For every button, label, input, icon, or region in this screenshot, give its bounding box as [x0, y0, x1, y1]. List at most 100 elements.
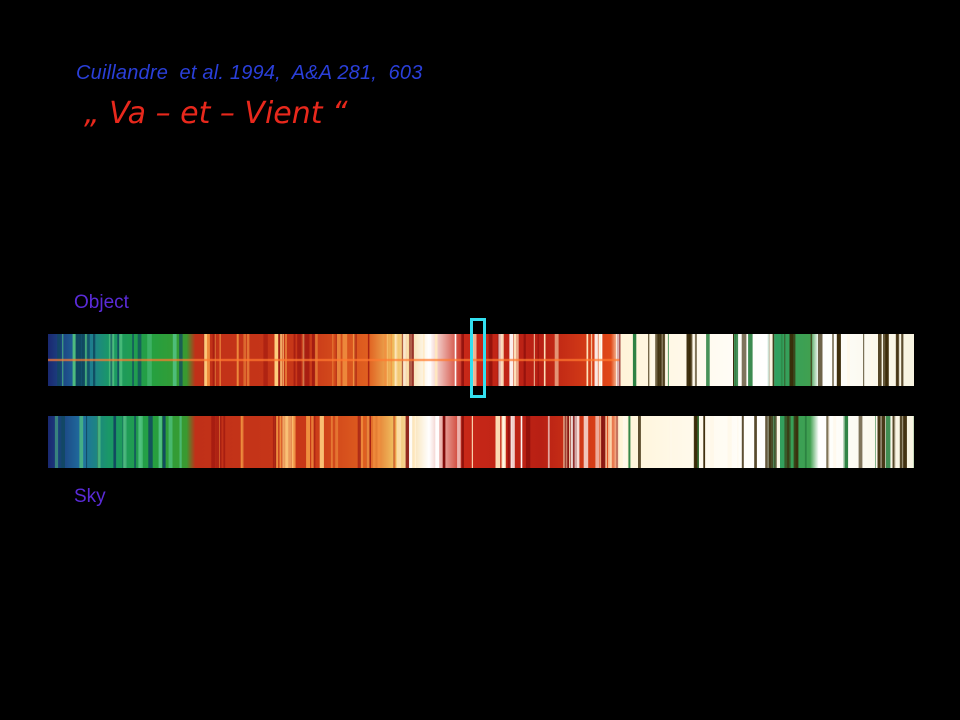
spectral-line: [694, 334, 697, 386]
spectral-line: [885, 416, 891, 468]
spectral-line: [901, 334, 904, 386]
spectral-line: [240, 416, 243, 468]
spectral-line: [780, 334, 783, 386]
spectral-line: [881, 416, 886, 468]
spectral-line: [461, 416, 464, 468]
spectral-line: [435, 416, 440, 468]
spectral-line: [789, 334, 794, 386]
spectral-line: [765, 416, 768, 468]
spectral-line: [843, 416, 845, 468]
spectral-line: [241, 416, 244, 468]
spectral-line: [657, 334, 662, 386]
spectral-line: [669, 416, 672, 468]
spectral-line: [894, 416, 897, 468]
spectral-line: [769, 334, 773, 386]
spectral-line: [287, 416, 292, 468]
spectral-line: [601, 416, 606, 468]
spectral-line: [903, 416, 907, 468]
spectral-line: [599, 416, 603, 468]
spectral-line: [405, 416, 410, 468]
spectral-line: [413, 416, 414, 468]
spectral-line: [832, 334, 834, 386]
spectral-line: [693, 416, 698, 468]
spectral-line: [863, 334, 865, 386]
spectral-line: [876, 334, 879, 386]
spectral-line: [771, 334, 775, 386]
spectral-line: [608, 416, 613, 468]
spectral-line: [773, 416, 777, 468]
spectral-line: [768, 416, 773, 468]
spectral-line: [125, 416, 127, 468]
spectral-line: [123, 416, 126, 468]
spectral-line: [784, 416, 789, 468]
spectral-line: [663, 334, 665, 386]
spectral-line: [784, 334, 786, 386]
spectral-line: [710, 416, 714, 468]
spectral-line: [272, 416, 277, 468]
spectral-line: [667, 334, 669, 386]
spectral-line: [471, 416, 473, 468]
spectral-line: [583, 416, 589, 468]
spectral-line: [810, 334, 813, 386]
spectral-line: [275, 416, 279, 468]
spectral-line: [836, 334, 841, 386]
spectral-line: [697, 416, 699, 468]
spectral-line: [564, 416, 567, 468]
object-trace-line: [48, 358, 620, 362]
spectral-line: [748, 334, 753, 386]
spectral-line: [706, 334, 710, 386]
spectral-line: [148, 416, 153, 468]
spectral-line: [804, 416, 807, 468]
object-label: Object: [74, 292, 129, 313]
spectral-line: [616, 416, 618, 468]
spectral-line: [681, 334, 683, 386]
spectral-line: [878, 334, 882, 386]
spectral-line: [377, 416, 381, 468]
spectral-line: [86, 416, 88, 468]
spectral-line: [651, 334, 656, 386]
spectral-line: [877, 416, 881, 468]
spectral-line: [366, 416, 370, 468]
spectral-line: [521, 416, 523, 468]
spectral-line: [754, 416, 757, 468]
spectral-line: [628, 416, 631, 468]
spectral-line: [833, 416, 837, 468]
spectral-line: [211, 416, 216, 468]
spectral-line: [511, 416, 515, 468]
slide-subtitle: „ Va – et – Vient “: [84, 96, 348, 131]
spectral-line: [622, 416, 627, 468]
spectral-line: [134, 416, 137, 468]
spectral-line: [97, 416, 101, 468]
spectral-line: [574, 416, 580, 468]
spectral-line: [285, 416, 289, 468]
spectral-line: [495, 416, 501, 468]
spectral-line: [632, 334, 637, 386]
spectral-line: [733, 334, 734, 386]
spectral-line: [319, 416, 324, 468]
spectral-line: [737, 416, 739, 468]
spectral-line: [648, 334, 650, 386]
spectral-line: [409, 416, 413, 468]
spectral-line: [654, 334, 659, 386]
object-spectrum-image: [48, 334, 914, 386]
spectral-line: [844, 416, 849, 468]
spectral-line: [847, 334, 850, 386]
spectral-line: [162, 416, 166, 468]
spectral-line: [359, 416, 364, 468]
spectral-line: [567, 416, 571, 468]
spectral-line: [394, 416, 396, 468]
spectral-line: [703, 416, 706, 468]
spectral-line: [509, 416, 512, 468]
spectral-line: [733, 334, 739, 386]
spectral-line: [727, 416, 732, 468]
spectral-line: [502, 416, 505, 468]
spectral-line: [788, 416, 791, 468]
highlight-box: [470, 318, 486, 398]
spectral-line: [741, 416, 744, 468]
spectral-line: [575, 416, 577, 468]
spectral-line: [875, 416, 876, 468]
spectral-line: [138, 416, 142, 468]
spectral-line: [883, 334, 888, 386]
spectral-line: [313, 416, 316, 468]
spectral-line: [335, 416, 339, 468]
